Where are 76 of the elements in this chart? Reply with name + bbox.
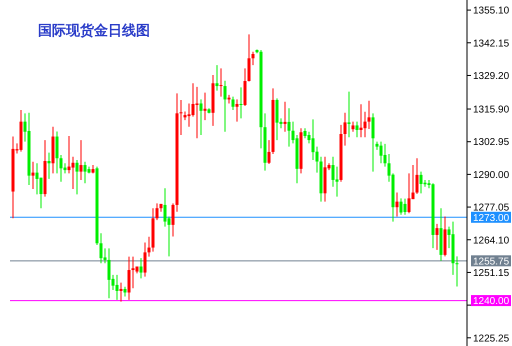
candlestick: [164, 188, 166, 228]
candlestick: [192, 82, 194, 118]
candlestick: [76, 160, 78, 195]
candlestick: [148, 236, 150, 258]
y-tick-label: 1315.90: [473, 104, 510, 116]
candlestick: [172, 202, 174, 237]
candlestick: [100, 232, 102, 264]
candlestick: [396, 192, 398, 218]
candlestick: [104, 248, 106, 264]
candlestick: [368, 100, 370, 130]
candlestick: [196, 86, 198, 139]
candlestick: [240, 86, 242, 119]
candlestick: [344, 112, 346, 146]
candlestick: [232, 96, 234, 111]
text: 国际现货金日线图: [38, 22, 150, 38]
candlestick: [268, 140, 270, 165]
candlestick: [236, 98, 238, 122]
candlestick: [284, 101, 286, 132]
y-tick-label: 1290.00: [473, 170, 510, 181]
candlestick: [32, 161, 34, 190]
y-tick-label: 1225.25: [473, 333, 510, 344]
candlestick: [84, 161, 86, 184]
candlestick: [48, 152, 50, 180]
candlestick: [144, 242, 146, 278]
ref-line-label: 1273.00: [473, 212, 510, 224]
candlestick: [356, 121, 358, 138]
candlestick: [180, 99, 182, 136]
candlestick: [156, 202, 158, 221]
candlestick: [312, 118, 314, 161]
candlestick: [380, 141, 382, 164]
candlestick: [400, 198, 402, 216]
candlestick: [108, 248, 110, 299]
candlestick: [120, 282, 122, 302]
candlestick: [252, 51, 254, 66]
candlestick: [204, 92, 206, 121]
candlestick: [360, 104, 362, 138]
candlestick: [364, 111, 366, 138]
y-tick-label: 1264.10: [473, 235, 510, 246]
candlestick: [288, 108, 290, 148]
ref-line-label: 1255.75: [473, 256, 510, 268]
candlestick: [436, 223, 438, 250]
candlestick: [420, 171, 422, 194]
candlestick: [416, 158, 418, 194]
candlestick: [244, 68, 246, 106]
candlestick: [224, 80, 226, 132]
candlestick: [372, 112, 374, 172]
candlestick: [116, 274, 118, 300]
candlestick: [304, 128, 306, 139]
candlestick: [80, 140, 82, 180]
y-tick-label: 1302.95: [473, 137, 510, 148]
y-tick-label: 1329.20: [473, 70, 510, 82]
candlestick: [408, 172, 410, 214]
candlestick: [124, 286, 126, 298]
candlestick: [348, 91, 350, 138]
candlestick: [384, 143, 386, 168]
candlestick: [128, 256, 130, 300]
candlestick: [68, 136, 70, 174]
candlestick: [404, 198, 406, 216]
candlestick: [140, 258, 142, 279]
y-tick-label: 1342.15: [473, 38, 510, 50]
y-tick-label: 1277.05: [473, 202, 510, 214]
candlestick: [216, 64, 218, 92]
candlestick: [72, 156, 74, 190]
candlestick: [60, 154, 62, 182]
candlestick: [248, 34, 250, 82]
candlestick: [220, 68, 222, 98]
candlestick: [332, 156, 334, 188]
candlestick: [200, 98, 202, 136]
candlestick: [56, 130, 58, 174]
y-tick-label: 1251.15: [473, 268, 510, 279]
candlestick: [276, 98, 278, 141]
candlestick: [352, 121, 354, 132]
ref-line-label: 1240.00: [473, 296, 510, 308]
candlestick: [456, 256, 458, 287]
candlestick: [36, 162, 38, 195]
y-tick-label: 1355.10: [473, 6, 510, 17]
